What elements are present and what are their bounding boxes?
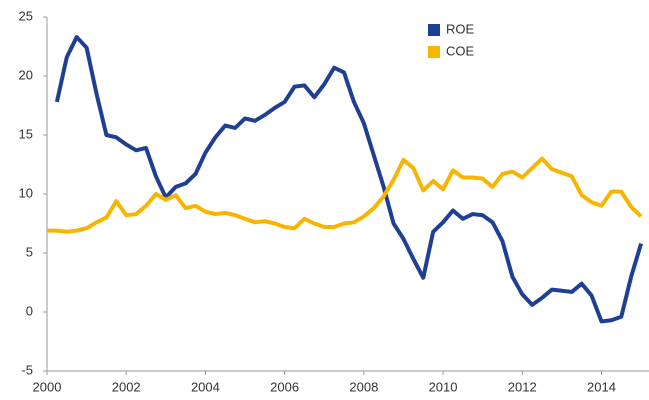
x-tick-label: 2010 (429, 379, 458, 394)
x-tick-label: 2002 (112, 379, 141, 394)
y-tick-label: 0 (26, 303, 33, 318)
legend-label: COE (446, 43, 475, 58)
legend-swatch (428, 46, 440, 58)
y-tick-label: 10 (19, 185, 33, 200)
line-series (47, 156, 643, 234)
x-tick-label: 2004 (191, 379, 220, 394)
legend-swatch (428, 24, 440, 36)
x-tick-label: 2000 (33, 379, 62, 394)
x-tick-label: 2006 (270, 379, 299, 394)
y-tick-label: 15 (19, 126, 33, 141)
legend-label: ROE (446, 21, 475, 36)
y-tick-label: 5 (26, 244, 33, 259)
x-tick-label: 2008 (349, 379, 378, 394)
line-series (54, 35, 643, 324)
y-tick-label: 25 (19, 8, 33, 23)
y-tick-label: 20 (19, 67, 33, 82)
y-tick-label: -5 (21, 362, 33, 377)
x-tick-label: 2014 (587, 379, 616, 394)
x-tick-label: 2012 (508, 379, 537, 394)
